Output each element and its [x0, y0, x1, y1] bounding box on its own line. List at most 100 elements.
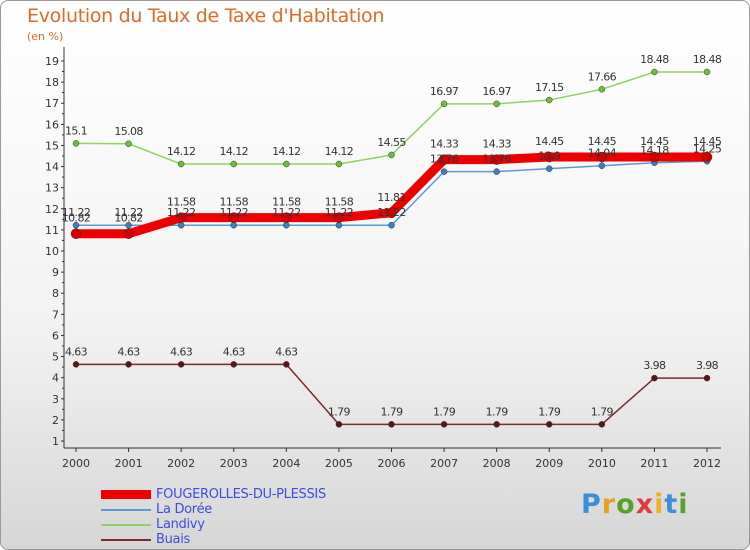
data-label-la-doree: 14.04 [588, 147, 617, 160]
series-landivy [72, 68, 711, 168]
data-point-buais [125, 361, 132, 368]
data-label-landivy: 14.12 [220, 145, 249, 158]
data-point-la-doree [493, 168, 500, 175]
data-point-landivy [72, 140, 80, 147]
x-tick-label: 2004 [272, 457, 300, 470]
data-point-buais [651, 374, 658, 382]
data-point-landivy [230, 160, 237, 168]
data-label-la-doree: 11.22 [167, 206, 196, 219]
data-label-buais: 1.79 [380, 405, 403, 418]
data-label-fougerolles: 11.58 [272, 196, 301, 209]
logo-letter: x [635, 489, 655, 520]
legend-swatch [101, 524, 151, 526]
data-point-fougerolles [333, 212, 345, 223]
data-label-la-doree: 11.22 [272, 206, 301, 219]
legend-label: FOUGEROLLES-DU-PLESSIS [156, 487, 326, 502]
data-label-fougerolles: 10.82 [114, 212, 143, 225]
data-label-landivy: 16.97 [482, 85, 511, 98]
data-point-buais [230, 361, 237, 368]
data-label-fougerolles: 14.45 [693, 135, 722, 148]
data-point-la-doree [72, 221, 80, 229]
data-point-buais [388, 421, 395, 428]
data-point-la-doree [177, 221, 185, 229]
data-label-landivy: 14.12 [167, 145, 196, 158]
data-point-landivy [598, 86, 606, 93]
data-point-buais [598, 421, 606, 428]
data-label-la-doree: 14.25 [693, 142, 722, 155]
data-point-landivy [546, 96, 553, 104]
data-point-fougerolles [701, 151, 713, 163]
data-label-landivy: 15.1 [65, 124, 87, 137]
data-point-buais [493, 421, 500, 428]
data-label-landivy: 14.12 [325, 145, 354, 158]
y-tick-label: 12 [45, 203, 59, 216]
data-label-landivy: 18.48 [640, 53, 669, 66]
data-point-landivy [335, 160, 343, 168]
y-tick-label: 9 [52, 266, 59, 279]
y-tick-label: 1 [52, 435, 59, 448]
y-tick-label: 14 [45, 161, 59, 174]
x-tick-label: 2006 [378, 457, 406, 470]
x-tick-label: 2009 [535, 457, 563, 470]
data-point-fougerolles [491, 154, 502, 165]
data-point-fougerolles [175, 212, 187, 223]
y-tick-label: 3 [52, 393, 59, 406]
data-label-la-doree: 11.22 [377, 206, 406, 219]
data-label-buais: 4.63 [65, 345, 88, 358]
data-point-landivy [283, 160, 290, 168]
data-point-landivy [440, 100, 448, 108]
data-label-fougerolles: 14.45 [535, 135, 564, 148]
data-point-la-doree [283, 221, 290, 229]
data-label-buais: 4.63 [118, 345, 141, 358]
legend-label: Buais [156, 532, 191, 547]
data-label-la-doree: 13.9 [538, 150, 561, 163]
data-point-landivy [388, 151, 395, 159]
data-label-fougerolles: 14.33 [482, 138, 511, 151]
x-tick-label: 2011 [640, 457, 668, 470]
proxiti-logo: Proxiti [581, 489, 689, 520]
y-tick-label: 19 [45, 55, 59, 68]
data-label-landivy: 14.55 [377, 136, 406, 149]
data-point-fougerolles [70, 228, 82, 239]
logo-letter: i [654, 489, 665, 520]
y-tick-label: 11 [45, 224, 59, 237]
data-label-landivy: 17.66 [588, 70, 617, 83]
data-label-la-doree: 11.22 [62, 206, 91, 219]
data-point-buais [283, 361, 290, 368]
data-label-landivy: 15.08 [114, 125, 143, 138]
series-la-doree [72, 158, 711, 229]
series-buais [72, 361, 711, 428]
data-point-buais [335, 421, 343, 428]
x-tick-label: 2010 [588, 457, 616, 470]
data-label-landivy: 18.48 [693, 53, 722, 66]
logo-letter: t [664, 489, 679, 520]
data-point-buais [546, 421, 553, 428]
data-label-fougerolles: 11.81 [377, 191, 406, 204]
chart-unit: (en %) [27, 30, 64, 43]
data-label-la-doree: 13.76 [430, 153, 459, 166]
y-tick-label: 2 [52, 414, 59, 427]
y-tick-label: 13 [45, 182, 59, 195]
data-label-fougerolles: 11.58 [220, 196, 249, 209]
data-label-buais: 3.98 [643, 359, 666, 372]
logo-letter: i [678, 489, 689, 520]
data-point-buais [440, 421, 448, 428]
logo-letter: r [601, 489, 617, 520]
data-label-la-doree: 11.22 [220, 206, 249, 219]
data-label-buais: 1.79 [328, 405, 351, 418]
y-tick-label: 16 [45, 118, 59, 131]
data-label-buais: 1.79 [591, 405, 614, 418]
data-point-la-doree [388, 221, 395, 229]
y-tick-label: 5 [52, 351, 59, 364]
data-point-fougerolles [228, 212, 239, 223]
data-label-fougerolles: 11.58 [325, 196, 354, 209]
legend-swatch [101, 490, 151, 499]
data-label-la-doree: 11.22 [325, 206, 354, 219]
data-label-fougerolles: 14.33 [430, 138, 459, 151]
data-label-buais: 1.79 [433, 405, 456, 418]
data-label-buais: 4.63 [170, 345, 193, 358]
data-label-buais: 1.79 [486, 405, 509, 418]
data-label-buais: 1.79 [538, 405, 561, 418]
